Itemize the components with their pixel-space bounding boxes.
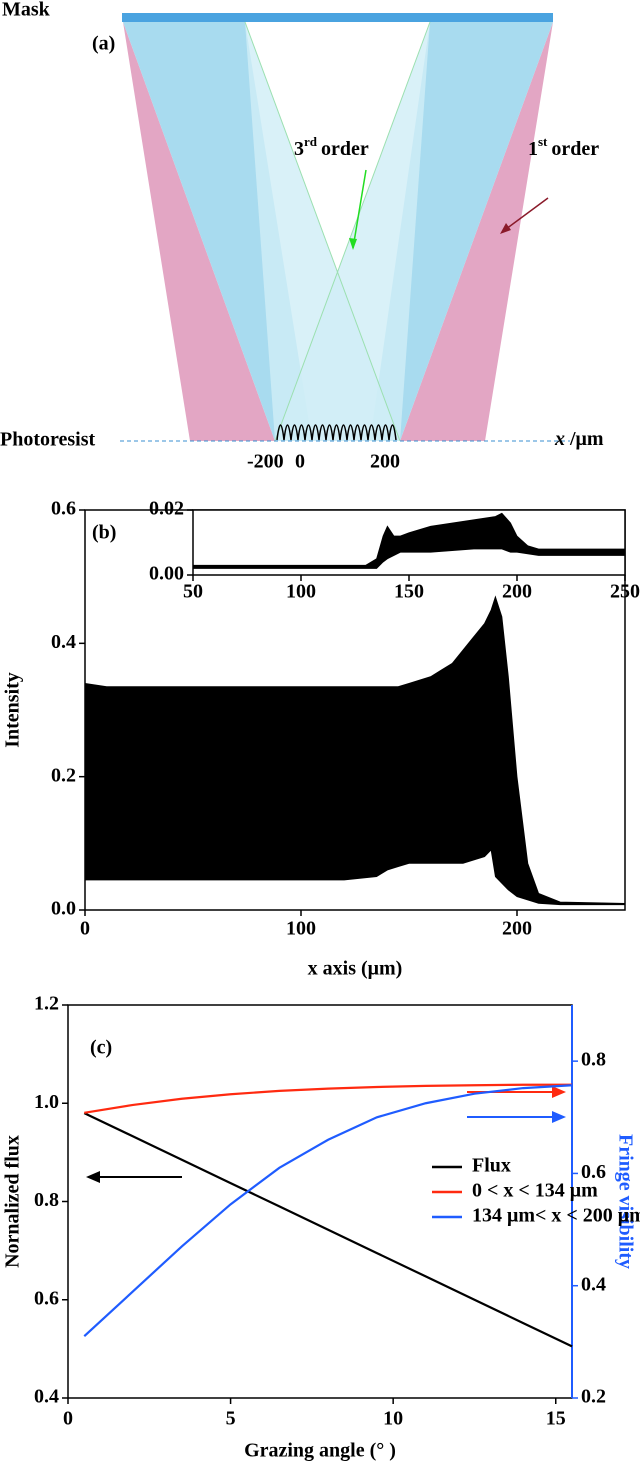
order-label: 3rd order — [294, 134, 369, 160]
arrow-head — [349, 238, 357, 250]
panel-label: (c) — [90, 1037, 112, 1059]
y2-tick-label: 0.2 — [581, 1386, 606, 1408]
photoresist-label: Photoresist — [0, 429, 96, 451]
arrow-head — [500, 223, 511, 234]
series-line — [83, 1112, 573, 1348]
order-text: order — [551, 138, 599, 160]
intensity-band — [192, 512, 626, 569]
y-tick-label: 0.2 — [51, 764, 76, 786]
x-axis-label: x axis (μm) — [308, 958, 403, 980]
legend-label: Flux — [472, 1155, 511, 1177]
axis-label: x/μm — [554, 428, 604, 450]
y-axis-label: Intensity — [2, 672, 24, 748]
zero-order-beam-left — [123, 22, 312, 441]
y-tick-label: 0.6 — [34, 1287, 59, 1309]
order-text: order — [321, 138, 369, 160]
x-tick-label: 0 — [80, 918, 90, 940]
x-tick-label: 15 — [546, 1408, 566, 1430]
diagram-tick: -200 — [247, 451, 284, 473]
y2-tick-label: 0.4 — [581, 1273, 606, 1295]
y-axis-label: Nornalized flux — [2, 1135, 24, 1268]
y-tick-label: 1.2 — [34, 993, 59, 1015]
arrow-head — [552, 1111, 566, 1123]
legend-label: 134 μm< x < 200 μm — [472, 1205, 640, 1227]
x-tick-label: 100 — [286, 918, 316, 940]
x-tick-label: 50 — [183, 581, 203, 603]
legend-label: 0 < x < 134 μm — [472, 1180, 598, 1202]
y-tick-label: 0.0 — [51, 898, 76, 920]
x-tick-label: 200 — [502, 918, 532, 940]
order-suffix: st — [538, 134, 548, 149]
panel-label: (b) — [92, 522, 116, 544]
y2-tick-label: 0.8 — [581, 1049, 606, 1071]
y-tick-label: 0.6 — [51, 498, 76, 520]
y-tick-label: 0.4 — [34, 1386, 59, 1408]
x-tick-label: 150 — [394, 581, 424, 603]
series-line — [84, 1083, 572, 1114]
y-tick-label: 0.8 — [34, 1189, 59, 1211]
arrow-head — [552, 1086, 566, 1098]
diagram-tick: 200 — [370, 451, 400, 473]
diagram-tick: 0 — [295, 451, 305, 473]
y-tick-label: 0.4 — [51, 631, 76, 653]
axis-unit: /μm — [569, 428, 604, 450]
order-number: 3 — [294, 138, 304, 160]
x-tick-label: 100 — [286, 581, 316, 603]
x-tick-label: 0 — [63, 1408, 73, 1430]
x-tick-label: 250 — [610, 581, 640, 603]
axis-var: x — [554, 428, 565, 450]
beam-edge — [244, 21, 401, 442]
order-number: 1 — [528, 138, 538, 160]
panel-label: (a) — [92, 33, 115, 55]
beam-edge — [274, 21, 431, 442]
arrow — [352, 169, 367, 249]
y-tick-label: 1.0 — [34, 1091, 59, 1113]
x-axis-label: Grazing angle (° ) — [244, 1440, 396, 1462]
y-tick-label: 0.00 — [149, 563, 184, 585]
x-tick-label: 5 — [226, 1408, 236, 1430]
order-suffix: rd — [304, 134, 318, 149]
y2-axis-label: Fringe visibility — [614, 1134, 636, 1269]
fringes — [276, 424, 397, 441]
mask — [122, 13, 553, 22]
x-tick-label: 200 — [502, 581, 532, 603]
panel-a: Mask (a) 3rd order 1st order Photoresist x… — [0, 0, 604, 473]
arrow — [501, 197, 549, 233]
order-label: 1st order — [528, 134, 599, 160]
series-line — [83, 1084, 573, 1338]
intensity-band — [84, 595, 626, 906]
y-tick-label: 0.02 — [149, 498, 184, 520]
arrow-head — [86, 1171, 100, 1183]
y2-tick-label: 0.6 — [581, 1161, 606, 1183]
mask-label: Mask — [2, 0, 51, 21]
x-tick-label: 10 — [383, 1408, 403, 1430]
